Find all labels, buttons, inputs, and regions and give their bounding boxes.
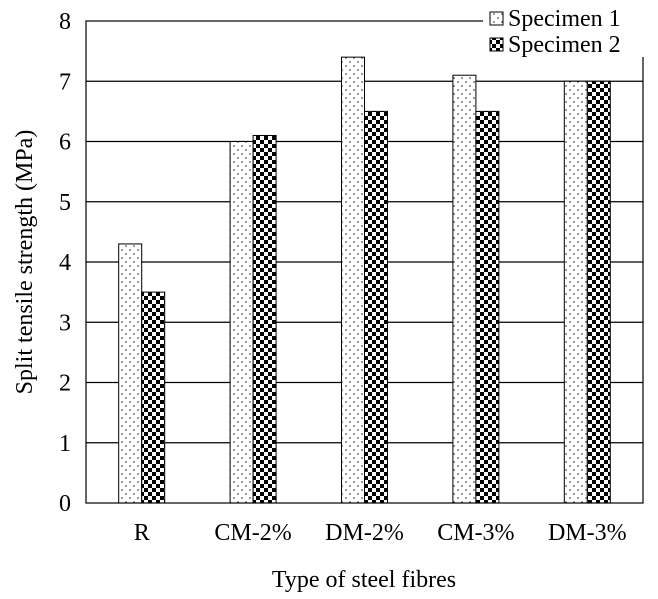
legend-background	[483, 3, 655, 57]
bar-2	[252, 134, 277, 504]
legend-swatch	[489, 37, 504, 52]
x-tick-label: CM-3%	[437, 520, 514, 546]
y-tick-label: 8	[59, 9, 71, 35]
y-tick-label: 7	[59, 69, 71, 95]
bar-2	[364, 110, 388, 504]
legend-swatch	[489, 11, 504, 26]
bar-2	[475, 110, 500, 504]
plot-area-frame	[85, 20, 644, 504]
bar-1	[452, 74, 477, 504]
y-tick-label: 2	[59, 371, 71, 397]
bar-2	[586, 80, 611, 504]
x-axis-ticks: R CM-2% DM-2% CM-3% DM-3%	[134, 520, 627, 546]
y-axis-title: Split tensile strength (MPa)	[12, 130, 38, 395]
bar-1	[341, 56, 365, 504]
y-tick-label: 6	[59, 130, 71, 156]
y-tick-label: 3	[59, 310, 71, 336]
y-tick-label: 5	[59, 190, 71, 216]
y-tick-label: 0	[59, 491, 71, 517]
bar-1	[229, 141, 254, 504]
y-axis-ticks: 0 1 2 3 4 5 6 7 8	[59, 9, 71, 517]
bar-1	[118, 243, 143, 504]
x-axis-title: Type of steel fibres	[272, 567, 456, 593]
legend-label: Specimen 1	[508, 6, 621, 32]
bar-1	[563, 80, 588, 504]
x-tick-label: DM-3%	[548, 520, 627, 546]
legend-label: Specimen 2	[508, 32, 621, 58]
y-tick-label: 1	[59, 431, 71, 457]
x-tick-label: DM-2%	[325, 520, 404, 546]
bar-2	[141, 291, 166, 504]
x-tick-label: R	[134, 520, 150, 546]
x-tick-label: CM-2%	[214, 520, 291, 546]
y-tick-label: 4	[59, 250, 71, 276]
bars	[118, 56, 611, 504]
